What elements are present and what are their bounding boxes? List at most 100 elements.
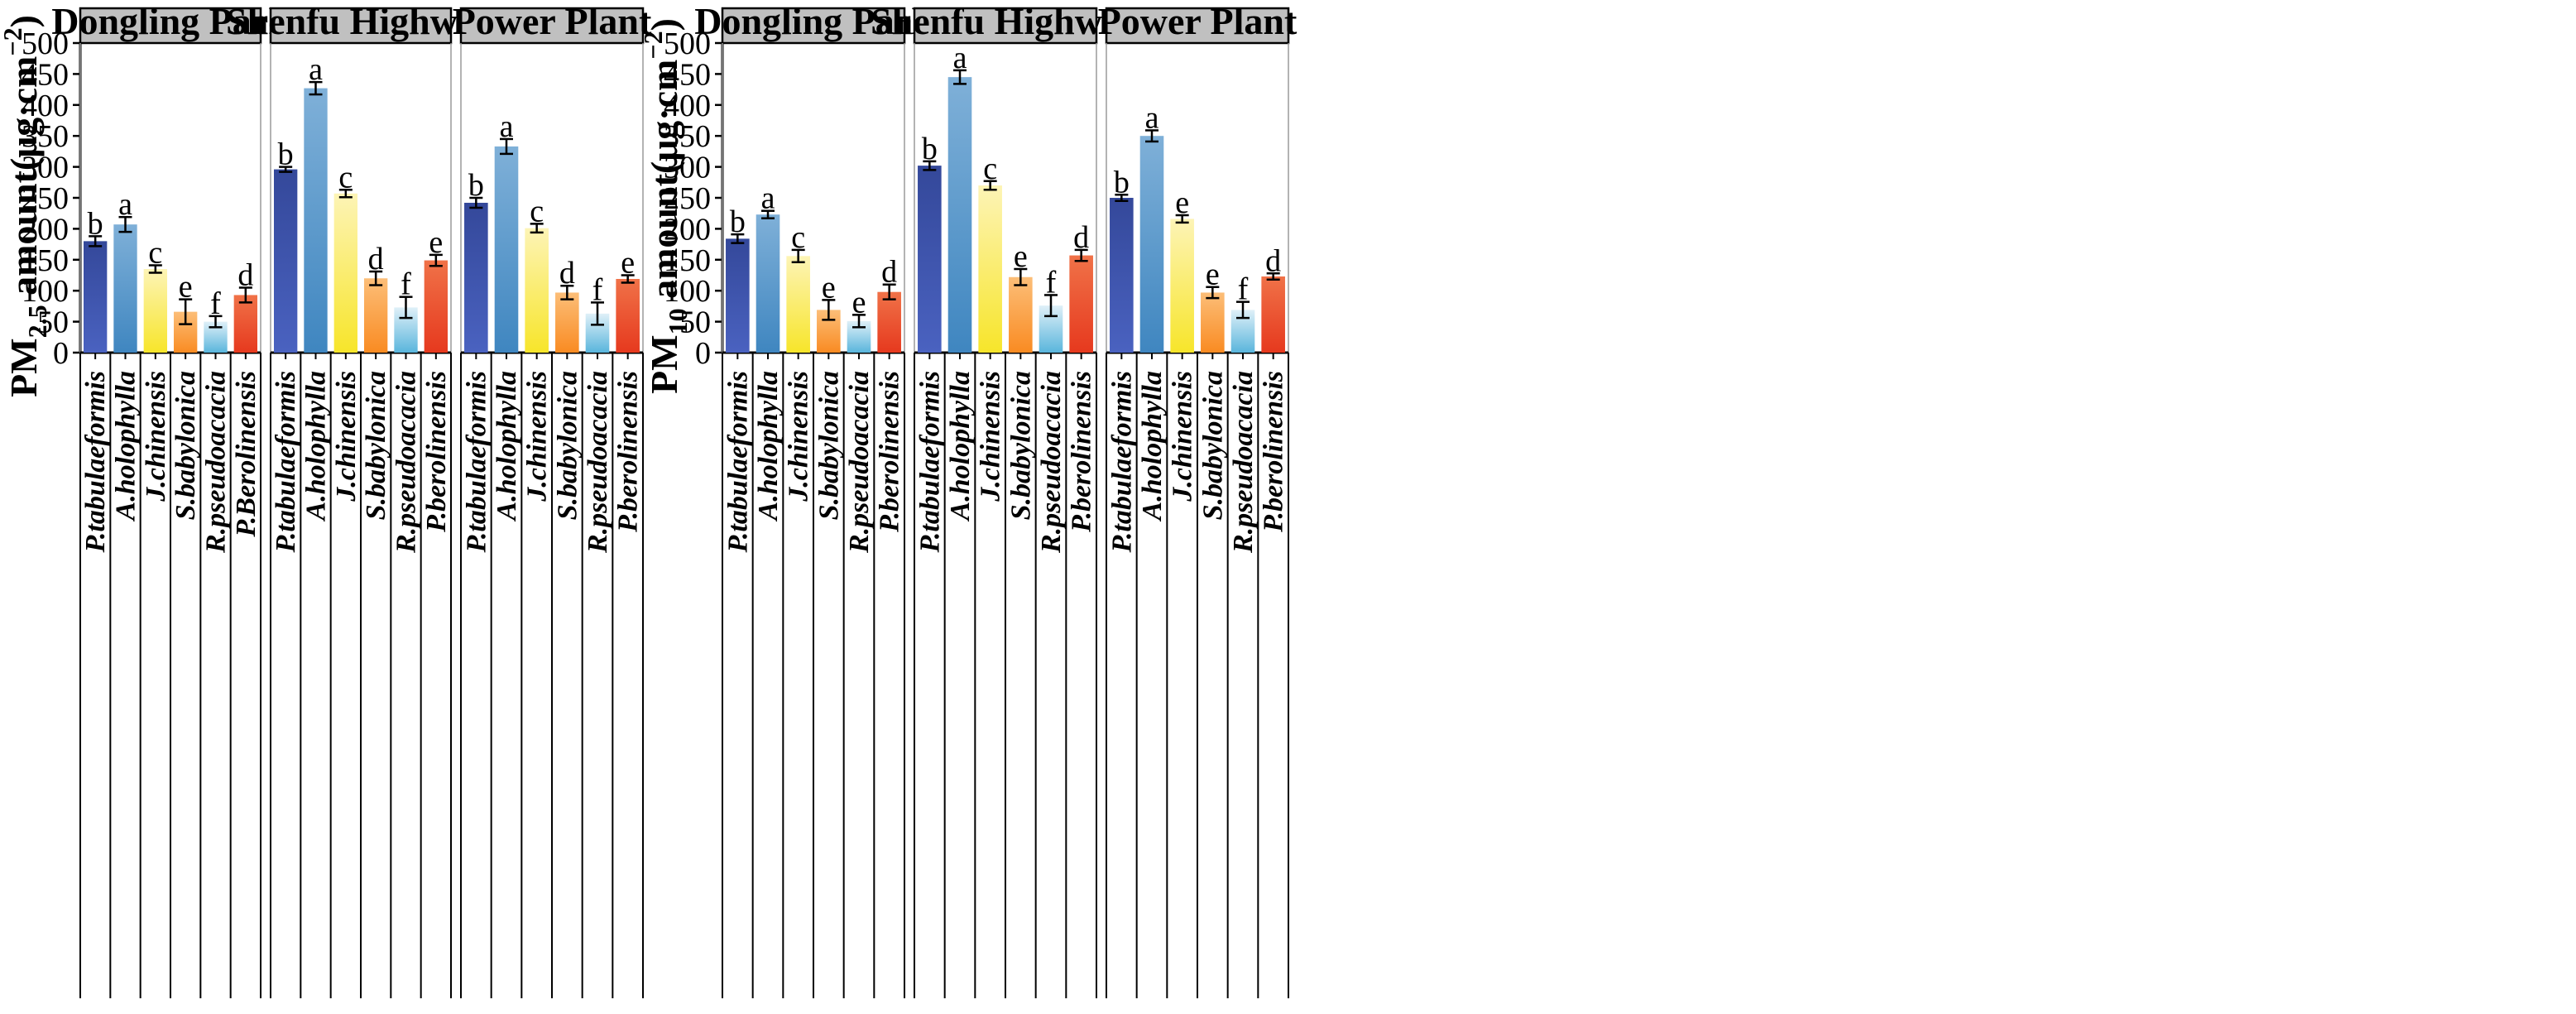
- y-axis-title-subscript: 10: [663, 308, 693, 334]
- facet-1-3: Power Plant b P.tabulaeformis a A.holophylla…: [453, 0, 652, 998]
- y-tick-label: 500: [22, 26, 69, 61]
- y-axis-title-superscript: −2: [638, 31, 668, 59]
- y-tick-label: 50: [37, 305, 69, 340]
- y-tick-label: 200: [664, 212, 711, 247]
- bar: [83, 241, 108, 353]
- bar: [273, 169, 298, 353]
- facet-strip-title: Power Plant: [1098, 0, 1298, 42]
- bar: [786, 256, 810, 353]
- bar: [918, 166, 942, 353]
- y-tick-label: 300: [22, 151, 69, 185]
- category-label: P.berolinensis: [613, 371, 644, 533]
- bar: [424, 260, 449, 353]
- significance-letter: b: [1114, 165, 1130, 199]
- facet-strip: [721, 7, 906, 45]
- category-label: P.tabulaeformis: [461, 371, 492, 553]
- significance-letter: c: [983, 151, 997, 186]
- bar: [1170, 219, 1194, 353]
- category-label: S.babylonica: [813, 371, 844, 520]
- y-tick-label: 400: [22, 89, 69, 123]
- category-label: A.holophylla: [1137, 371, 1168, 521]
- significance-letter: a: [953, 41, 967, 75]
- significance-letter: e: [1014, 239, 1028, 274]
- significance-letter: d: [1073, 220, 1089, 255]
- bar: [1261, 276, 1285, 353]
- significance-letter: f: [401, 267, 411, 302]
- category-label: S.babylonica: [552, 371, 583, 520]
- facet-2-1: Dongling Park b P.tabulaeformis a A.holophyl…: [694, 0, 933, 998]
- significance-letter: b: [88, 206, 103, 241]
- significance-letter: b: [922, 132, 938, 166]
- y-axis-title-end: ): [2, 15, 45, 27]
- significance-letter: a: [118, 187, 132, 222]
- significance-letter: e: [1175, 185, 1189, 220]
- y-tick-label: 150: [664, 243, 711, 278]
- significance-letter: e: [852, 285, 866, 320]
- category-label: P.tabulaeformis: [271, 371, 301, 553]
- y-tick-label: 300: [664, 151, 711, 185]
- significance-letter: d: [237, 257, 253, 292]
- facet-strip: [79, 7, 262, 45]
- facet-strip: [1105, 7, 1290, 45]
- bar: [555, 292, 579, 353]
- bar: [877, 291, 901, 353]
- y-axis-title-text: amount(μg·cm: [2, 56, 45, 305]
- category-label: S.babylonica: [1197, 371, 1228, 520]
- category-label: P.tabulaeformis: [722, 371, 753, 553]
- facet-strip-title: Shenfu Highway: [226, 0, 496, 42]
- category-label: R.pseudoacacia: [391, 371, 422, 554]
- y-tick-label: 0: [695, 336, 711, 371]
- y-tick-label: 450: [664, 57, 711, 92]
- y-tick-label: 500: [664, 26, 711, 61]
- y-axis-title-end: ): [643, 18, 685, 31]
- facet-strip-title: Shenfu Highway: [871, 0, 1140, 42]
- bar: [1139, 136, 1164, 353]
- bar: [333, 193, 358, 353]
- significance-letter: b: [278, 137, 294, 172]
- bar: [363, 278, 388, 353]
- facet-strip-title: Dongling Park: [694, 0, 933, 42]
- facet-strip: [269, 7, 453, 45]
- bar: [113, 224, 137, 353]
- y-axis-title: PM10 amount(μg·cm−2): [638, 18, 693, 394]
- significance-letter: f: [210, 286, 221, 321]
- significance-letter: c: [148, 236, 162, 271]
- category-label: J.chinensis: [1168, 371, 1198, 502]
- bar: [143, 269, 168, 353]
- category-label: P.berolinensis: [875, 371, 905, 533]
- category-label: J.chinensis: [522, 371, 553, 502]
- y-tick-label: 350: [664, 119, 711, 154]
- category-label: J.chinensis: [141, 371, 171, 502]
- y-tick-label: 0: [53, 336, 69, 371]
- facet-strip: [459, 7, 645, 45]
- significance-letter: c: [338, 160, 353, 195]
- bar: [978, 185, 1002, 353]
- y-tick-label: 450: [22, 57, 69, 92]
- category-label: P.berolinensis: [1067, 371, 1097, 533]
- category-label: P.berolinensis: [1259, 371, 1289, 533]
- facet-strip: [913, 7, 1098, 45]
- facet-2-3: Power Plant b P.tabulaeformis a A.holophylla…: [1098, 0, 1298, 998]
- y-tick-label: 400: [664, 89, 711, 123]
- category-label: J.chinensis: [976, 371, 1006, 502]
- significance-letter: e: [429, 225, 443, 260]
- y-tick-label: 250: [664, 181, 711, 216]
- significance-letter: d: [559, 256, 575, 291]
- significance-letter: f: [1046, 265, 1057, 300]
- facet-1-1: Dongling Park b P.tabulaeformis a A.holophyl…: [51, 0, 290, 998]
- y-axis-title-main: PM: [2, 338, 45, 397]
- significance-letter: f: [1238, 272, 1249, 307]
- facet-2-2: Shenfu Highway b P.tabulaeformis a A.holophy…: [871, 0, 1140, 998]
- bar: [304, 88, 328, 353]
- bar: [525, 228, 549, 353]
- category-label: R.pseudoacacia: [1036, 371, 1067, 554]
- facet-strip-title: Dongling Park: [51, 0, 290, 42]
- significance-letter: d: [368, 242, 384, 276]
- significance-letter: a: [761, 181, 775, 216]
- facet-strip-title: Power Plant: [453, 0, 652, 42]
- bar: [233, 295, 258, 353]
- bar: [464, 202, 488, 353]
